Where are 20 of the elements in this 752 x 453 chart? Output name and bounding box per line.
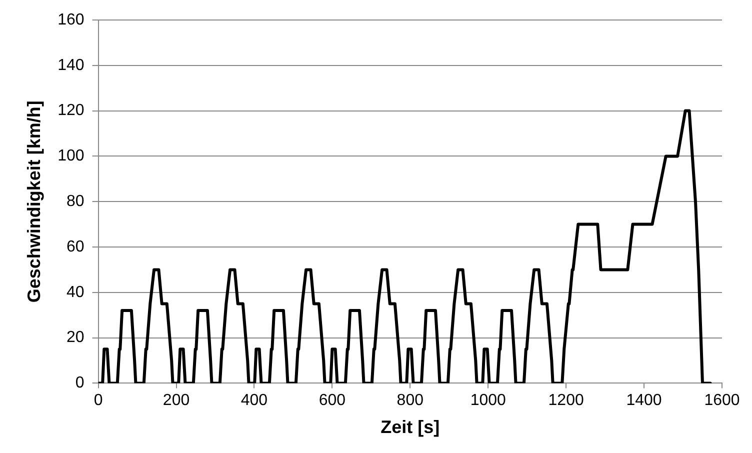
y-tick-label: 120 — [58, 102, 84, 120]
y-tick-label: 20 — [66, 329, 84, 346]
y-tick-label: 40 — [66, 284, 84, 301]
x-tick-label: 0 — [94, 392, 103, 410]
x-tick-label: 1000 — [470, 392, 506, 410]
y-tick-label: 100 — [58, 148, 84, 165]
x-axis-title: Zeit [s] — [380, 417, 440, 438]
x-tick-label: 200 — [162, 392, 190, 410]
y-tick-label: 80 — [66, 193, 84, 210]
y-tick-label: 160 — [58, 11, 84, 28]
y-tick-label: 140 — [58, 56, 84, 74]
x-tick-label: 1600 — [704, 392, 740, 410]
y-tick-label: 60 — [66, 238, 84, 256]
x-tick-label: 1400 — [626, 392, 662, 410]
x-tick-label: 800 — [396, 392, 424, 410]
x-tick-label: 1200 — [548, 392, 584, 410]
y-tick-label: 0 — [75, 374, 84, 392]
x-tick-label: 600 — [318, 392, 346, 410]
x-tick-label: 400 — [240, 392, 268, 410]
y-axis-title: Geschwindigkeit [km/h] — [24, 100, 44, 303]
